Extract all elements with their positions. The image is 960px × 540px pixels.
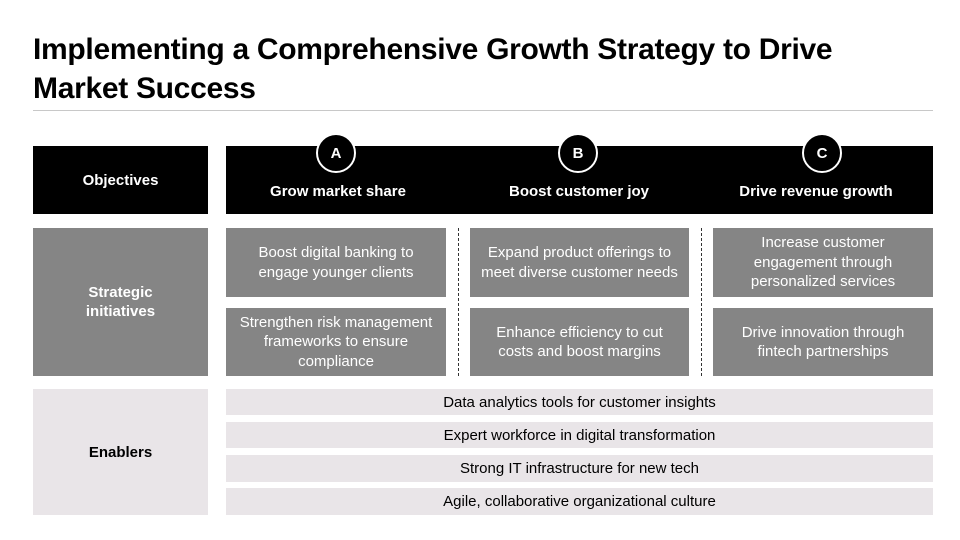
title-divider: [33, 110, 933, 111]
objective-c-badge: C: [802, 133, 842, 173]
initiative-b1: Expand product offerings to meet diverse…: [470, 228, 689, 297]
enabler-item: Expert workforce in digital transformati…: [226, 422, 933, 448]
objectives-row-label: Objectives: [33, 146, 208, 214]
initiative-c2: Drive innovation through fintech partner…: [713, 308, 933, 376]
column-divider-2: [701, 228, 702, 376]
slide-title: Implementing a Comprehensive Growth Stra…: [33, 33, 833, 105]
initiatives-row-label: Strategic initiatives: [33, 228, 208, 376]
objective-a-title: Grow market share: [270, 183, 406, 200]
initiative-a2: Strengthen risk management frameworks to…: [226, 308, 446, 376]
column-divider-1: [458, 228, 459, 376]
enabler-item: Agile, collaborative organizational cult…: [226, 488, 933, 515]
initiative-c1: Increase customer engagement through per…: [713, 228, 933, 297]
initiative-b2: Enhance efficiency to cut costs and boos…: [470, 308, 689, 376]
objective-a-badge: A: [316, 133, 356, 173]
enabler-item: Strong IT infrastructure for new tech: [226, 455, 933, 482]
objective-b-title: Boost customer joy: [508, 183, 650, 200]
enabler-item: Data analytics tools for customer insigh…: [226, 389, 933, 415]
objective-b-badge: B: [558, 133, 598, 173]
objective-c-title: Drive revenue growth: [739, 183, 893, 200]
enablers-row-label: Enablers: [33, 389, 208, 515]
initiative-a1: Boost digital banking to engage younger …: [226, 228, 446, 297]
